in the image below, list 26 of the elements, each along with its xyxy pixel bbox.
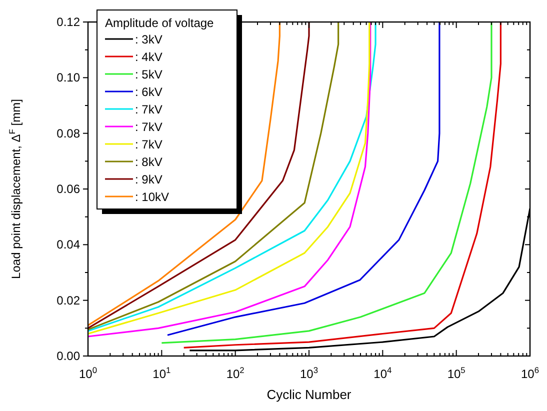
x-axis-title: Cyclic Number bbox=[266, 387, 352, 402]
x-tick-label: 10$^{3}$ bbox=[300, 365, 318, 381]
x-tick-label: 10$^{0}$ bbox=[78, 365, 98, 381]
y-tick-label: 0.00 bbox=[56, 349, 80, 363]
legend-label: : 3kV bbox=[135, 32, 162, 46]
y-tick-label: 0.04 bbox=[56, 238, 80, 252]
y-tick-label: 0.06 bbox=[56, 182, 80, 196]
legend-label: : 7kV bbox=[135, 120, 162, 134]
x-tick-label: 10$^{2}$ bbox=[226, 365, 245, 381]
y-tick-label: 0.02 bbox=[56, 293, 80, 308]
y-tick-label: 0.12 bbox=[56, 15, 80, 29]
legend-label: : 9kV bbox=[135, 172, 162, 186]
x-tick-label: 10$^{5}$ bbox=[447, 365, 466, 381]
legend-title: Amplitude of voltage bbox=[105, 16, 214, 30]
y-tick-label: 0.08 bbox=[56, 126, 80, 140]
legend-label: : 8kV bbox=[135, 155, 162, 169]
legend-label: : 4kV bbox=[135, 50, 162, 64]
legend-label: : 10kV bbox=[135, 190, 170, 204]
legend-label: : 5kV bbox=[135, 68, 162, 82]
x-tick-label: 10$^{1}$ bbox=[152, 365, 172, 381]
legend-label: : 7kV bbox=[135, 102, 162, 116]
legend-label: : 7kV bbox=[135, 138, 162, 152]
legend-label: : 6kV bbox=[135, 85, 162, 99]
x-tick-label: 10$^{6}$ bbox=[520, 365, 540, 381]
x-tick-label: 10$^{4}$ bbox=[374, 365, 392, 381]
y-tick-label: 0.10 bbox=[56, 70, 80, 85]
